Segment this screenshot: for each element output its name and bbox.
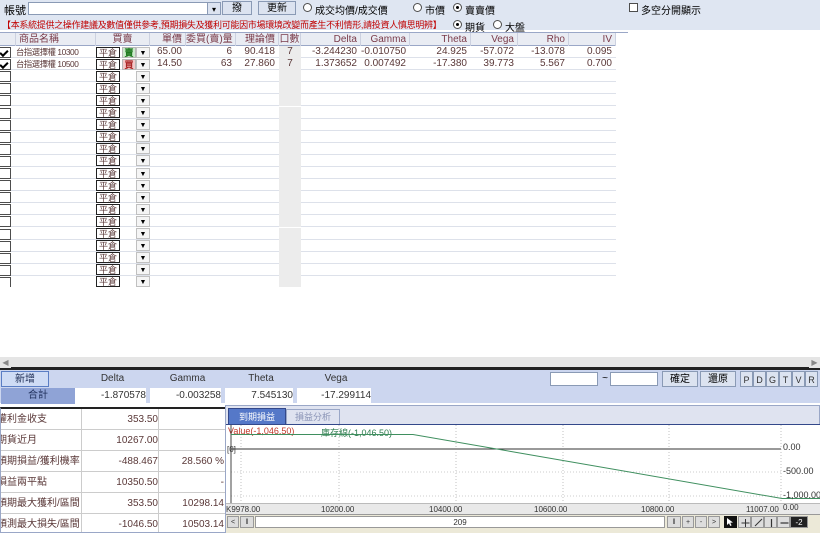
svg-text:[0]: [0]	[227, 445, 236, 454]
